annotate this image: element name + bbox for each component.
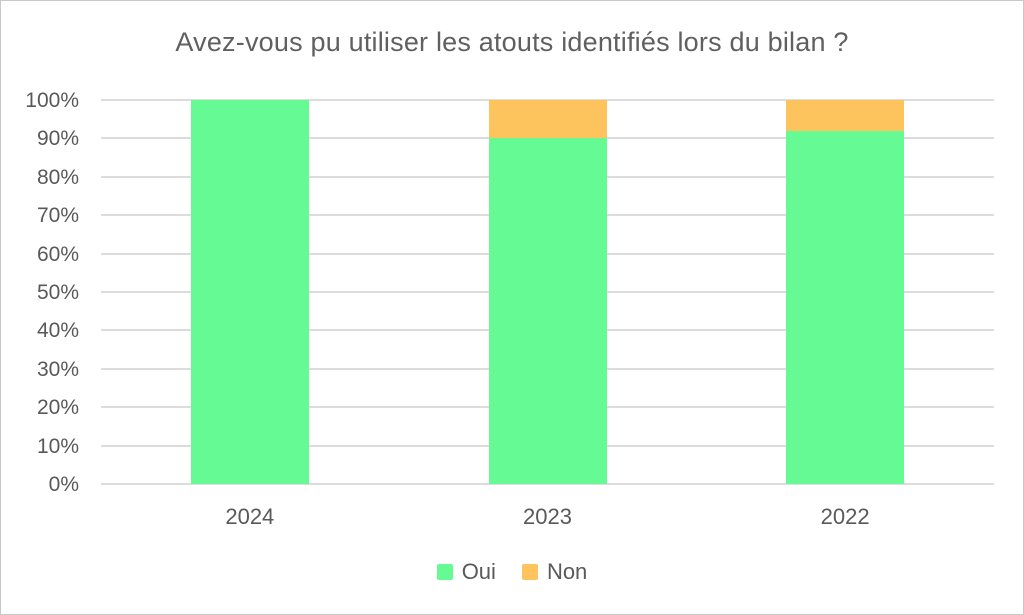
y-axis-tick-label: 40% xyxy=(36,319,79,343)
y-axis-tick-label: 30% xyxy=(36,357,79,381)
y-axis-tick-label: 60% xyxy=(36,242,79,266)
legend-label-oui: Oui xyxy=(461,559,496,584)
y-axis-tick-label: 90% xyxy=(36,127,79,151)
bar-2023-non xyxy=(488,100,607,139)
bar-2024-oui xyxy=(190,100,309,484)
y-axis-tick-label: 50% xyxy=(36,281,79,304)
legend: Oui Non xyxy=(1,559,1023,585)
y-axis-tick-label: 20% xyxy=(36,396,79,420)
y-axis-tick-label: 80% xyxy=(36,165,79,189)
chart-title: Avez-vous pu utiliser les atouts identif… xyxy=(175,27,849,57)
x-axis-label-2022: 2022 xyxy=(820,504,870,529)
y-axis-tick-label: 0% xyxy=(48,473,79,496)
legend-item-non: Non xyxy=(521,559,588,585)
x-axis-label-2023: 2023 xyxy=(523,504,572,529)
x-axis-label-2024: 2024 xyxy=(225,504,275,529)
legend-swatch-oui xyxy=(436,564,453,580)
y-axis-tick-label: 100% xyxy=(25,89,79,112)
bar-2022-oui xyxy=(786,130,905,484)
legend-swatch-non xyxy=(521,564,538,580)
bar-2023-oui xyxy=(488,138,607,484)
gridline-0 xyxy=(101,483,994,485)
legend-item-oui: Oui xyxy=(436,559,496,585)
bar-2022-non xyxy=(786,100,905,131)
y-axis-tick-label: 10% xyxy=(36,434,79,458)
y-axis-tick-label: 70% xyxy=(36,204,79,228)
legend-label-non: Non xyxy=(546,559,588,584)
